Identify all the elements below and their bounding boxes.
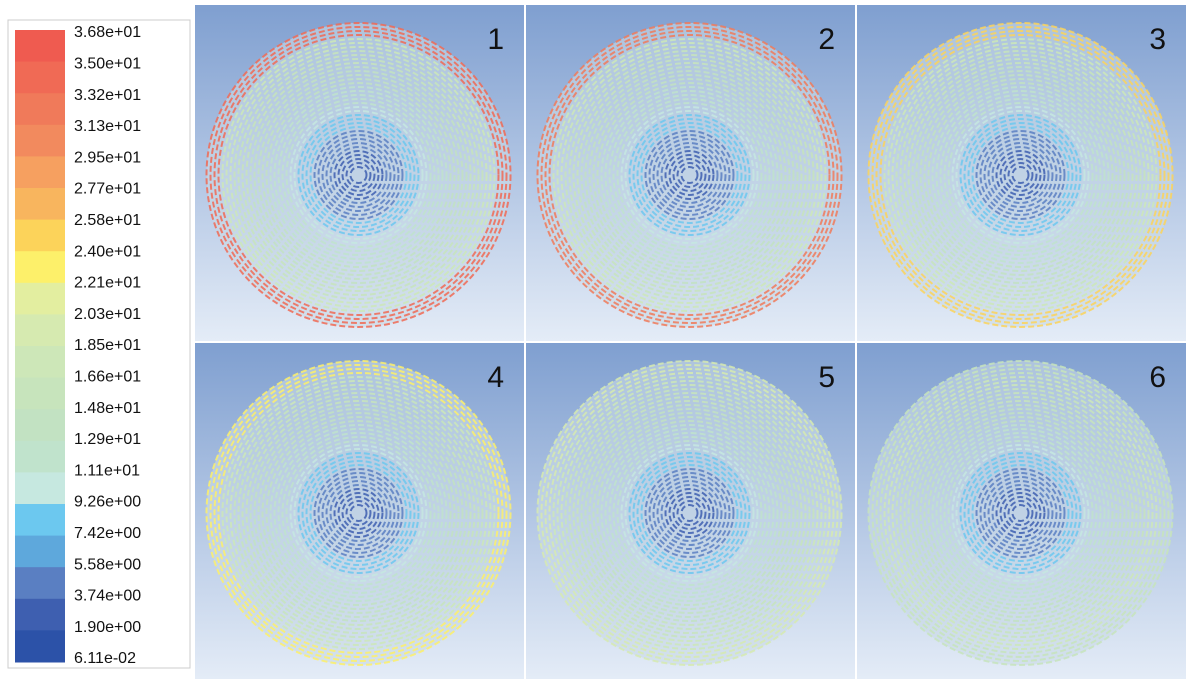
colorbar-band xyxy=(15,188,65,220)
colorbar-label: 2.77e+01 xyxy=(74,181,141,198)
domain-disc xyxy=(538,361,842,665)
colorbar-label: 2.58e+01 xyxy=(74,212,141,229)
colorbar-label: 2.21e+01 xyxy=(74,275,141,292)
colorbar-band xyxy=(15,472,65,504)
panel-number: 3 xyxy=(1149,23,1166,56)
domain-disc xyxy=(538,23,842,327)
colorbar-label: 1.48e+01 xyxy=(74,400,141,417)
colorbar-band xyxy=(15,62,65,94)
colorbar-band xyxy=(15,156,65,188)
colorbar-band xyxy=(15,441,65,473)
colorbar-band xyxy=(15,125,65,157)
figure-canvas: 3.68e+01 3.50e+01 3.32e+01 3.13e+01 2.95e+01… xyxy=(0,0,1189,681)
domain-disc xyxy=(207,361,511,665)
colorbar-label: 6.11e-02 xyxy=(74,650,136,667)
domain-disc xyxy=(869,361,1173,665)
flow-panel: 4 xyxy=(195,343,524,679)
colorbar-label: 7.42e+00 xyxy=(74,525,141,542)
colorbar-label: 1.85e+01 xyxy=(74,337,141,354)
colorbar-band xyxy=(15,504,65,536)
colorbar-label: 3.13e+01 xyxy=(74,118,141,135)
colorbar-label: 2.03e+01 xyxy=(74,306,141,323)
colorbar-label: 5.58e+00 xyxy=(74,556,141,573)
colorbar-label: 2.40e+01 xyxy=(74,243,141,260)
colorbar-label: 1.29e+01 xyxy=(74,431,141,448)
colorbar-band xyxy=(15,220,65,252)
flow-panel: 2 xyxy=(526,5,855,341)
colorbar-band xyxy=(15,599,65,631)
flow-panel: 3 xyxy=(857,5,1186,341)
colorbar-band xyxy=(15,283,65,315)
panel-number: 2 xyxy=(818,23,835,56)
colorbar-band xyxy=(15,314,65,346)
colorbar-band xyxy=(15,346,65,378)
colorbar-band xyxy=(15,93,65,125)
panel-number: 4 xyxy=(487,361,504,394)
colorbar-label: 3.32e+01 xyxy=(74,87,141,104)
flow-panel: 5 xyxy=(526,343,855,679)
colorbar-band xyxy=(15,536,65,568)
colorbar-label: 2.95e+01 xyxy=(74,149,141,166)
figure: 3.68e+01 3.50e+01 3.32e+01 3.13e+01 2.95e+01… xyxy=(0,0,1189,681)
domain-disc xyxy=(207,23,511,327)
flow-panel: 1 xyxy=(195,5,524,341)
colorbar-label: 3.50e+01 xyxy=(74,56,141,73)
colorbar-band xyxy=(15,630,65,662)
colorbar-label: 1.11e+01 xyxy=(74,462,140,479)
colorbar-band xyxy=(15,251,65,283)
colorbar-band xyxy=(15,378,65,410)
colorbar-band xyxy=(15,409,65,441)
colorbar-band xyxy=(15,30,65,62)
colorbar-label: 1.90e+00 xyxy=(74,619,141,636)
colorbar-band xyxy=(15,567,65,599)
colorbar-label: 9.26e+00 xyxy=(74,494,141,511)
domain-disc xyxy=(869,23,1173,327)
flow-panel: 6 xyxy=(857,343,1186,679)
panel-number: 6 xyxy=(1149,361,1166,394)
colorbar-label: 1.66e+01 xyxy=(74,369,141,386)
colorbar-label: 3.74e+00 xyxy=(74,588,141,605)
colorbar-label: 3.68e+01 xyxy=(74,24,141,41)
panel-number: 5 xyxy=(818,361,835,394)
panel-number: 1 xyxy=(487,23,504,56)
